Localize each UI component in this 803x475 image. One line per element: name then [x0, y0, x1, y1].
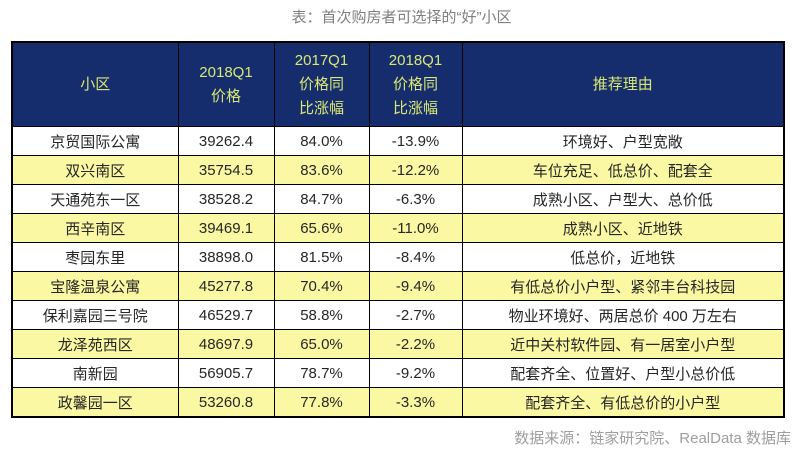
price-2018q1-cell: 35754.5: [177, 155, 275, 185]
price-2018q1-cell: 56905.7: [177, 358, 275, 388]
header-row: 小区 2018Q1 价格 2017Q1 价格同 比涨幅 2018Q1 价格同 比…: [11, 41, 785, 127]
community-cell: 京贸国际公寓: [11, 126, 179, 156]
community-cell: 龙泽苑西区: [11, 329, 179, 359]
price-2018q1-cell: 53260.8: [177, 387, 275, 418]
community-cell: 天通苑东一区: [11, 184, 179, 214]
price-2018q1-cell: 39469.1: [177, 213, 275, 243]
table-row: 京贸国际公寓 39262.4 84.0% -13.9% 环境好、户型宽敞: [11, 126, 785, 156]
page: { "title": "表：首次购房者可选择的“好”小区", "footer":…: [0, 8, 803, 475]
col-header-yoy-2017q1: 2017Q1 价格同 比涨幅: [273, 41, 370, 127]
yoy-2018q1-cell: -8.4%: [368, 242, 463, 272]
reason-cell: 成熟小区、户型大、总价低: [461, 184, 785, 214]
yoy-2017q1-cell: 77.8%: [273, 387, 370, 418]
price-2018q1-cell: 38528.2: [177, 184, 275, 214]
yoy-2017q1-cell: 81.5%: [273, 242, 370, 272]
page-title: 表：首次购房者可选择的“好”小区: [291, 9, 512, 26]
reason-cell: 物业环境好、两居总价 400 万左右: [461, 300, 785, 330]
price-2018q1-cell: 39262.4: [177, 126, 275, 156]
yoy-2018q1-cell: -11.0%: [368, 213, 463, 243]
col-header-yoy-2018q1: 2018Q1 价格同 比涨幅: [368, 41, 463, 127]
reason-cell: 环境好、户型宽敞: [461, 126, 785, 156]
table-row: 宝隆温泉公寓 45277.8 70.4% -9.4% 有低总价小户型、紧邻丰台科技园: [11, 271, 785, 301]
community-cell: 双兴南区: [11, 155, 179, 185]
price-2018q1-cell: 38898.0: [177, 242, 275, 272]
reason-cell: 配套齐全、有低总价的小户型: [461, 387, 785, 418]
community-cell: 政馨园一区: [11, 387, 179, 418]
yoy-2018q1-cell: -9.2%: [368, 358, 463, 388]
yoy-2018q1-cell: -2.7%: [368, 300, 463, 330]
table-row: 双兴南区 35754.5 83.6% -12.2% 车位充足、低总价、配套全: [11, 155, 785, 185]
table-row: 政馨园一区 53260.8 77.8% -3.3% 配套齐全、有低总价的小户型: [11, 387, 785, 418]
yoy-2018q1-cell: -2.2%: [368, 329, 463, 359]
community-cell: 保利嘉园三号院: [11, 300, 179, 330]
yoy-2017q1-cell: 70.4%: [273, 271, 370, 301]
yoy-2018q1-cell: -9.4%: [368, 271, 463, 301]
yoy-2017q1-cell: 65.6%: [273, 213, 370, 243]
price-2018q1-cell: 46529.7: [177, 300, 275, 330]
community-cell: 枣园东里: [11, 242, 179, 272]
housing-table: 小区 2018Q1 价格 2017Q1 价格同 比涨幅 2018Q1 价格同 比…: [11, 41, 785, 418]
col-header-community: 小区: [11, 41, 179, 127]
table-row: 保利嘉园三号院 46529.7 58.8% -2.7% 物业环境好、两居总价 400 万…: [11, 300, 785, 330]
yoy-2017q1-cell: 84.7%: [273, 184, 370, 214]
yoy-2017q1-cell: 65.0%: [273, 329, 370, 359]
reason-cell: 车位充足、低总价、配套全: [461, 155, 785, 185]
reason-cell: 低总价，近地铁: [461, 242, 785, 272]
yoy-2018q1-cell: -13.9%: [368, 126, 463, 156]
community-cell: 宝隆温泉公寓: [11, 271, 179, 301]
yoy-2018q1-cell: -6.3%: [368, 184, 463, 214]
community-cell: 西辛南区: [11, 213, 179, 243]
data-source: 数据来源：链家研究院、RealData 数据库: [514, 430, 791, 447]
yoy-2017q1-cell: 84.0%: [273, 126, 370, 156]
reason-cell: 近中关村软件园、有一居室小户型: [461, 329, 785, 359]
reason-cell: 配套齐全、位置好、户型小总价低: [461, 358, 785, 388]
price-2018q1-cell: 48697.9: [177, 329, 275, 359]
table-row: 西辛南区 39469.1 65.6% -11.0% 成熟小区、近地铁: [11, 213, 785, 243]
price-2018q1-cell: 45277.8: [177, 271, 275, 301]
yoy-2017q1-cell: 78.7%: [273, 358, 370, 388]
table-row: 南新园 56905.7 78.7% -9.2% 配套齐全、位置好、户型小总价低: [11, 358, 785, 388]
yoy-2017q1-cell: 58.8%: [273, 300, 370, 330]
col-header-price-2018q1: 2018Q1 价格: [177, 41, 275, 127]
table-body: 京贸国际公寓 39262.4 84.0% -13.9% 环境好、户型宽敞 双兴南区 3575…: [11, 126, 785, 418]
reason-cell: 有低总价小户型、紧邻丰台科技园: [461, 271, 785, 301]
community-cell: 南新园: [11, 358, 179, 388]
table-row: 天通苑东一区 38528.2 84.7% -6.3% 成熟小区、户型大、总价低: [11, 184, 785, 214]
yoy-2018q1-cell: -12.2%: [368, 155, 463, 185]
yoy-2018q1-cell: -3.3%: [368, 387, 463, 418]
col-header-reason: 推荐理由: [461, 41, 785, 127]
table-row: 枣园东里 38898.0 81.5% -8.4% 低总价，近地铁: [11, 242, 785, 272]
reason-cell: 成熟小区、近地铁: [461, 213, 785, 243]
yoy-2017q1-cell: 83.6%: [273, 155, 370, 185]
table-row: 龙泽苑西区 48697.9 65.0% -2.2% 近中关村软件园、有一居室小户型: [11, 329, 785, 359]
